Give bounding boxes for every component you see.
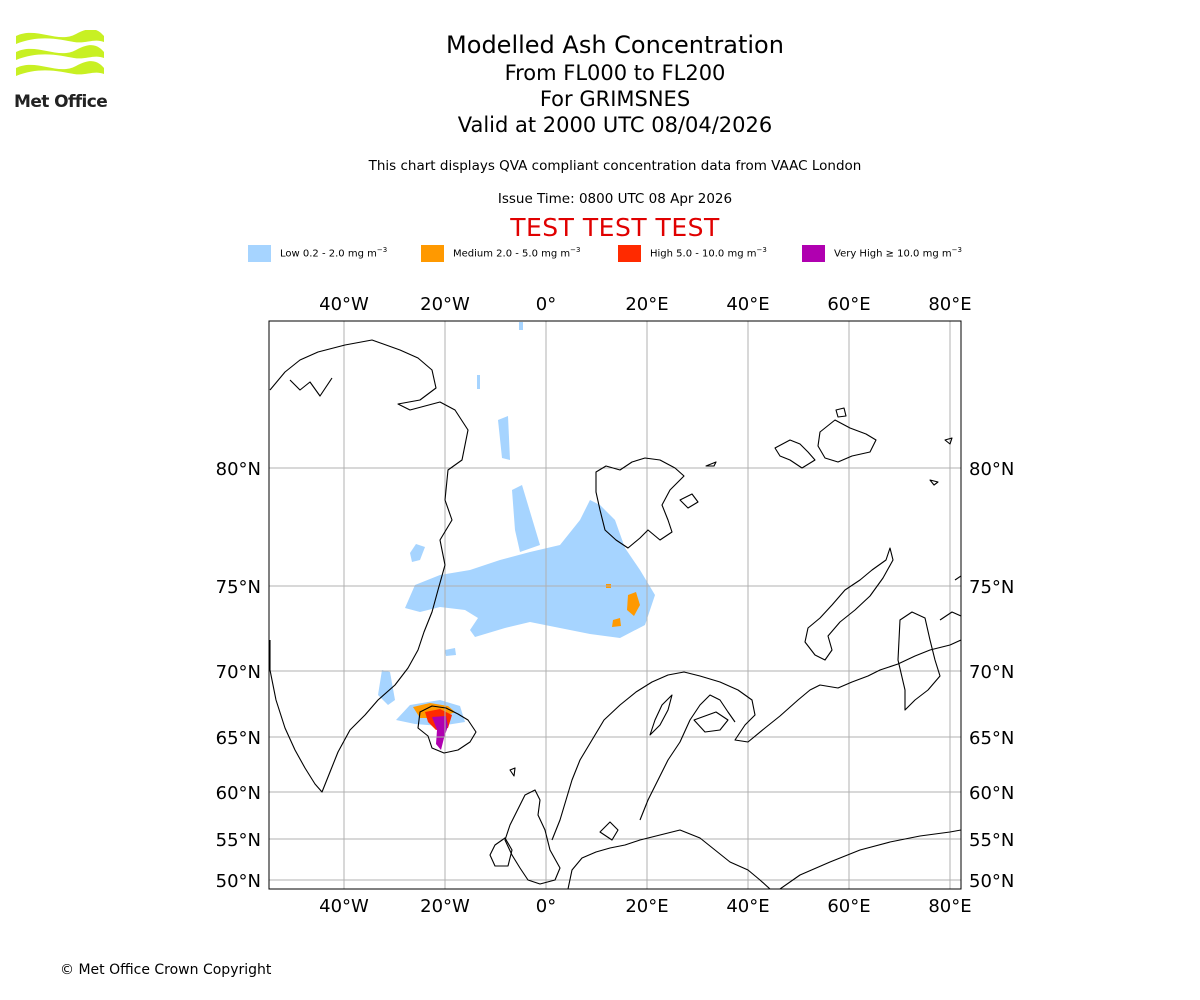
lon-label-bottom: 80°E — [928, 896, 971, 917]
lat-label-left: 50°N — [216, 871, 261, 892]
lon-label-top: 20°E — [625, 294, 668, 315]
flight-level-range: From FL000 to FL200 — [504, 61, 726, 85]
legend-label-low: Low 0.2 - 2.0 mg m — [280, 248, 377, 260]
lat-label-right: 60°N — [969, 783, 1014, 804]
lat-label-right: 70°N — [969, 662, 1014, 683]
met-office-logo: Met Office — [14, 30, 110, 114]
lat-label-right: 65°N — [969, 728, 1014, 749]
legend-swatch-medium — [421, 245, 444, 262]
lat-labels-left: 80°N 75°N 70°N 65°N 60°N 55°N 50°N — [216, 459, 261, 892]
lon-label-top: 40°W — [319, 294, 369, 315]
met-office-wave-icon — [16, 30, 104, 76]
lon-label-bottom: 40°W — [319, 896, 369, 917]
lat-label-left: 75°N — [216, 577, 261, 598]
lon-label-bottom: 20°E — [625, 896, 668, 917]
valid-time: Valid at 2000 UTC 08/04/2026 — [457, 113, 773, 137]
legend-swatch-high — [618, 245, 641, 262]
chart-title-block: Modelled Ash Concentration From FL000 to… — [0, 30, 1200, 138]
franz-josef-land — [774, 407, 877, 469]
scandinavia-coast — [551, 639, 961, 841]
lat-label-right: 55°N — [969, 830, 1014, 851]
issue-time: Issue Time: 0800 UTC 08 Apr 2026 — [497, 191, 733, 207]
lon-label-bottom: 40°E — [726, 896, 769, 917]
copyright-notice: © Met Office Crown Copyright — [60, 962, 272, 978]
lat-label-left: 55°N — [216, 830, 261, 851]
map-frame — [268, 320, 962, 890]
lat-label-right: 50°N — [969, 871, 1014, 892]
legend-label-medium: Medium 2.0 - 5.0 mg m — [453, 248, 571, 260]
lon-label-top: 80°E — [928, 294, 971, 315]
legend-swatch-very-high — [802, 245, 825, 262]
lon-label-top: 40°E — [726, 294, 769, 315]
lon-label-bottom: 60°E — [827, 896, 870, 917]
british-isles — [504, 789, 561, 885]
lat-label-right: 80°N — [969, 459, 1014, 480]
lon-label-top: 60°E — [827, 294, 870, 315]
iceland-coast — [417, 705, 477, 754]
lon-labels-bottom: 40°W 20°W 0° 20°E 40°E 60°E 80°E — [319, 896, 971, 917]
ash-layer-very-high — [432, 716, 448, 750]
chart-description: This chart displays QVA compliant concen… — [368, 158, 862, 174]
lat-labels-right: 80°N 75°N 70°N 65°N 60°N 55°N 50°N — [969, 459, 1014, 892]
lon-label-top: 20°W — [420, 294, 470, 315]
coastlines — [269, 339, 961, 889]
lat-label-right: 75°N — [969, 577, 1014, 598]
volcano-name: For GRIMSNES — [539, 87, 691, 111]
logo-text: Met Office — [14, 92, 108, 112]
legend-swatch-low — [248, 245, 271, 262]
test-banner: TEST TEST TEST — [510, 213, 720, 242]
lon-label-bottom: 20°W — [420, 896, 470, 917]
lon-label-top: 0° — [536, 294, 556, 315]
legend-label-high: High 5.0 - 10.0 mg m — [650, 248, 757, 260]
lat-label-left: 80°N — [216, 459, 261, 480]
lon-label-bottom: 0° — [536, 896, 556, 917]
ash-layer-low — [378, 322, 655, 726]
lat-label-left: 65°N — [216, 728, 261, 749]
legend-label-very-high: Very High ≥ 10.0 mg m — [834, 248, 952, 260]
chart-title: Modelled Ash Concentration — [446, 31, 784, 59]
lon-labels-top: 40°W 20°W 0° 20°E 40°E 60°E 80°E — [319, 294, 971, 315]
lat-label-left: 70°N — [216, 662, 261, 683]
novaya-zemlya — [804, 547, 894, 661]
lat-label-left: 60°N — [216, 783, 261, 804]
svalbard-coast — [595, 457, 685, 549]
greenland-coast — [269, 339, 469, 793]
